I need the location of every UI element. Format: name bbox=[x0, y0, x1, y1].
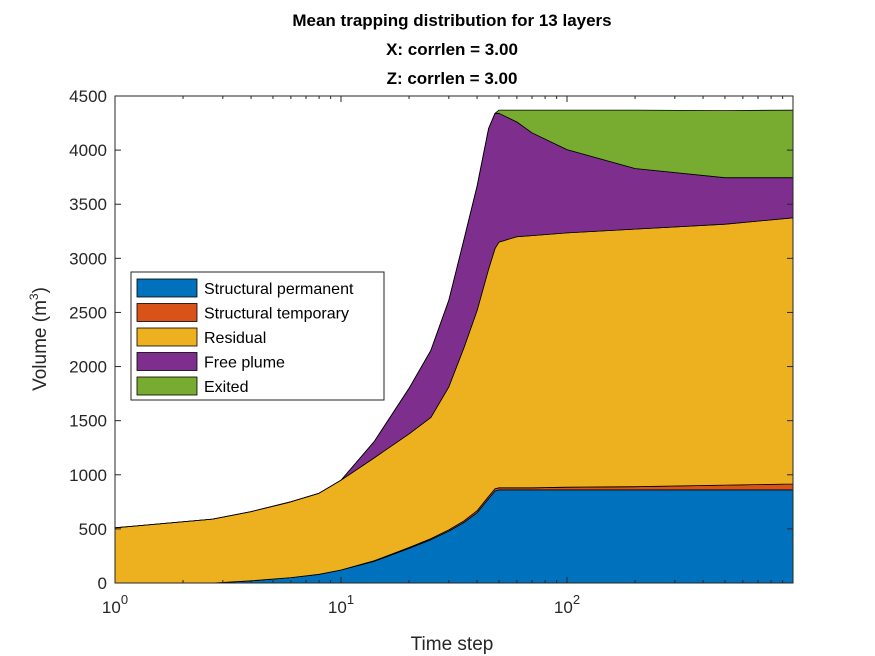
y-axis-ticks: 0 500 1000 1500 2000 2500 3000 3500 4000 4500 bbox=[69, 87, 793, 593]
axes-box bbox=[114, 95, 794, 584]
x-tick-label: 100 bbox=[102, 592, 128, 617]
y-tick-label: 3000 bbox=[69, 249, 107, 268]
area-layers bbox=[114, 109, 794, 584]
y-axis-label-superscript: 3 bbox=[27, 293, 41, 300]
legend-label: Residual bbox=[204, 330, 266, 347]
legend-swatch bbox=[136, 278, 198, 298]
legend-swatch bbox=[136, 352, 198, 371]
x-axis-ticks: 100 101 102 bbox=[102, 96, 784, 617]
y-axis-label: Volume (m3) bbox=[27, 287, 51, 391]
legend-label: Structural permanent bbox=[204, 281, 354, 298]
legend-label: Structural temporary bbox=[204, 306, 349, 323]
legend-swatch bbox=[136, 303, 198, 322]
y-axis-label-text: Volume (m bbox=[30, 300, 51, 391]
x-tick-label: 102 bbox=[554, 592, 580, 617]
legend-label: Free plume bbox=[204, 355, 285, 372]
chart-title-line-1: Mean trapping distribution for 13 layers bbox=[292, 11, 611, 30]
chart-title-line-3: Z: corrlen = 3.00 bbox=[387, 69, 518, 88]
y-tick-label: 0 bbox=[98, 574, 107, 593]
y-tick-label: 1000 bbox=[69, 466, 107, 485]
y-tick-label: 4500 bbox=[69, 87, 107, 106]
x-axis-label: Time step bbox=[411, 634, 494, 655]
legend: Structural permanent Structural temporary… bbox=[130, 271, 385, 401]
chart-title-line-2: X: corrlen = 3.00 bbox=[386, 40, 518, 59]
y-axis-label-close: ) bbox=[30, 287, 51, 293]
y-tick-label: 2000 bbox=[69, 358, 107, 377]
y-tick-label: 1500 bbox=[69, 412, 107, 431]
y-tick-label: 4000 bbox=[69, 141, 107, 160]
y-tick-label: 3500 bbox=[69, 195, 107, 214]
y-tick-label: 500 bbox=[79, 520, 107, 539]
x-tick-label: 101 bbox=[328, 592, 354, 617]
y-tick-label: 2500 bbox=[69, 303, 107, 322]
legend-swatch bbox=[136, 376, 198, 396]
legend-label: Exited bbox=[204, 379, 248, 396]
legend-swatch bbox=[136, 327, 198, 347]
